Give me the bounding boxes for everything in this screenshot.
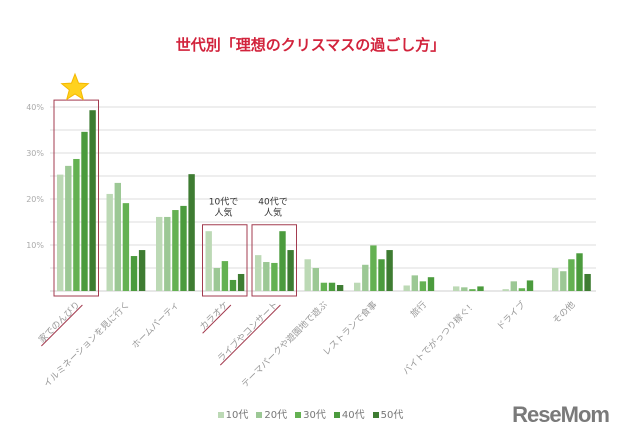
bar-40代 (477, 286, 484, 291)
bar-30代 (271, 262, 278, 291)
bar-20代 (164, 216, 171, 291)
category-label: ドライブ (494, 299, 528, 333)
bar-20代 (65, 165, 72, 291)
bar-50代 (89, 110, 96, 291)
highlight-box (53, 99, 99, 297)
highlight-underline (41, 304, 83, 347)
legend-swatch (295, 412, 302, 418)
bar-20代 (461, 287, 468, 291)
legend-label: 10代 (225, 410, 249, 421)
y-tick-label: 20% (26, 195, 44, 204)
highlight-underline (219, 304, 281, 366)
bar-10代 (57, 174, 64, 291)
category-label: 家でのんびり (36, 299, 83, 346)
bar-30代 (370, 245, 377, 291)
bar-30代 (568, 259, 575, 291)
bar-30代 (73, 158, 80, 291)
bar-10代 (453, 286, 460, 291)
bar-10代 (403, 285, 410, 291)
bar-20代 (263, 262, 270, 291)
legend-label: 50代 (380, 410, 404, 421)
bar-10代 (552, 268, 559, 291)
bar-40代 (180, 205, 187, 291)
bar-30代 (419, 281, 427, 291)
legend-item: 20代 (256, 406, 287, 421)
bar-30代 (469, 289, 476, 291)
category-label: カラオケ (198, 299, 231, 332)
highlight-underline (202, 304, 232, 334)
bar-50代 (138, 250, 146, 291)
bar-50代 (188, 174, 195, 291)
bar-40代 (576, 253, 583, 291)
category-label: その他 (550, 299, 578, 327)
bar-40代 (81, 131, 88, 291)
legend-item: 50代 (372, 406, 404, 421)
annotation-label: 40代で (258, 197, 287, 208)
legend-label: 20代 (264, 410, 288, 421)
bar-20代 (312, 268, 319, 291)
bar-10代 (106, 193, 113, 291)
star-icon (60, 72, 90, 101)
legend-item: 10代 (217, 406, 249, 421)
legend-item: 40代 (333, 406, 365, 421)
bar-20代 (114, 182, 121, 291)
bar-20代 (362, 264, 369, 291)
y-tick-label: 10% (26, 241, 44, 250)
legend-swatch (256, 412, 263, 418)
bar-50代 (584, 273, 591, 291)
bar-30代 (221, 261, 229, 291)
bar-20代 (510, 281, 517, 291)
bar-50代 (386, 250, 393, 291)
bar-10代 (255, 255, 262, 291)
y-tick-label: 30% (26, 149, 44, 158)
legend-item: 30代 (295, 406, 326, 421)
bar-10代 (354, 282, 361, 291)
bar-10代 (304, 259, 311, 291)
legend-label: 30代 (303, 410, 326, 421)
bar-40代 (526, 280, 534, 291)
bar-20代 (560, 271, 567, 291)
bar-20代 (411, 275, 418, 291)
bar-10代 (502, 289, 509, 291)
legend-label: 40代 (341, 410, 365, 421)
legend: 10代 20代 30代 40代 50代 (0, 406, 621, 421)
category-label: 旅行 (408, 299, 429, 320)
legend-swatch (372, 412, 379, 418)
annotation-label: 10代で (209, 197, 238, 208)
annotation-label: 人気 (214, 207, 232, 219)
legend-swatch (217, 412, 224, 418)
bar-20代 (213, 268, 220, 291)
category-label: イルミネーションを見に行く (41, 299, 132, 390)
highlight-box (202, 224, 248, 297)
chart-title: 世代別「理想のクリスマスの過ごし方」 (175, 36, 446, 54)
category-label: テーマパークや遊園地で遊ぶ (239, 299, 330, 390)
bar-30代 (122, 203, 130, 291)
category-label: ホームパーティ (130, 299, 182, 351)
legend-swatch (333, 412, 340, 418)
bar-40代 (427, 277, 435, 291)
bar-50代 (336, 285, 344, 291)
bar-10代 (156, 216, 163, 291)
bar-40代 (378, 259, 385, 291)
bar-30代 (320, 282, 328, 291)
bar-10代 (205, 231, 212, 291)
bar-40代 (279, 231, 286, 291)
resemom-logo: ReseMom (512, 402, 610, 427)
bar-40代 (130, 256, 138, 291)
y-tick-label: 40% (26, 103, 44, 112)
bar-50代 (237, 273, 245, 291)
highlight-box (251, 224, 297, 297)
bar-30代 (172, 210, 179, 291)
bar-50代 (287, 250, 294, 291)
bar-40代 (229, 279, 237, 291)
annotation-label: 人気 (264, 207, 282, 219)
bar-30代 (518, 288, 526, 291)
bar-40代 (328, 282, 336, 291)
